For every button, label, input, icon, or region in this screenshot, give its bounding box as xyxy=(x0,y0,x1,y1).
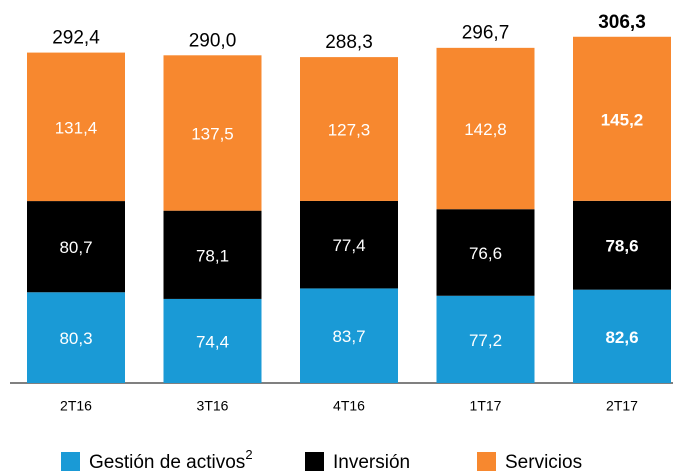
bar-segment xyxy=(573,36,671,201)
total-label: 306,3 xyxy=(598,12,646,33)
bar-segment xyxy=(436,295,535,383)
value-label: 145,2 xyxy=(601,110,644,129)
legend-name: Gestión de activos xyxy=(89,452,245,472)
value-label: 82,6 xyxy=(605,328,638,347)
value-label: 78,6 xyxy=(605,237,638,256)
bar-segment xyxy=(27,201,125,293)
value-label: 142,8 xyxy=(464,120,507,139)
bar-segment xyxy=(27,292,125,383)
legend-label: Inversión xyxy=(333,452,410,472)
bar-segment xyxy=(436,209,535,296)
x-tick-label: 2T16 xyxy=(60,398,92,414)
value-label: 76,6 xyxy=(469,244,502,263)
x-tick-label: 3T16 xyxy=(197,398,229,414)
legend-swatch xyxy=(305,452,324,471)
bar-segment xyxy=(300,57,398,201)
bar-segment xyxy=(300,200,398,289)
total-label: 292,4 xyxy=(52,28,100,49)
total-label: 290,0 xyxy=(189,30,237,51)
value-label: 80,3 xyxy=(59,329,92,348)
legend-label: Gestión de activos2 xyxy=(89,447,253,472)
legend-swatch xyxy=(477,452,496,471)
value-label: 131,4 xyxy=(55,118,98,137)
bar-segment xyxy=(300,288,398,383)
legend-sup: 2 xyxy=(245,447,252,462)
legend-swatch xyxy=(61,452,80,471)
value-label: 137,5 xyxy=(191,124,234,143)
total-label: 288,3 xyxy=(325,32,373,53)
value-label: 77,2 xyxy=(469,331,502,350)
value-label: 78,1 xyxy=(196,246,229,265)
x-tick-label: 2T17 xyxy=(606,398,638,414)
bar-segment xyxy=(163,55,262,211)
value-label: 74,4 xyxy=(196,332,229,351)
bar-segment xyxy=(163,298,262,383)
x-tick-label: 4T16 xyxy=(333,398,365,414)
value-label: 80,7 xyxy=(59,238,92,257)
legend-label: Servicios xyxy=(505,452,582,472)
value-label: 127,3 xyxy=(328,121,371,140)
total-label: 296,7 xyxy=(462,23,510,44)
bar-segment xyxy=(163,210,262,299)
bar-segment xyxy=(573,200,671,290)
value-label: 77,4 xyxy=(332,236,365,255)
legend-name: Servicios xyxy=(505,452,582,472)
bar-segment xyxy=(573,289,671,383)
legend-name: Inversión xyxy=(333,452,410,472)
x-tick-label: 1T17 xyxy=(470,398,502,414)
value-label: 83,7 xyxy=(332,327,365,346)
bar-segment xyxy=(436,47,535,210)
bar-segment xyxy=(27,52,125,202)
